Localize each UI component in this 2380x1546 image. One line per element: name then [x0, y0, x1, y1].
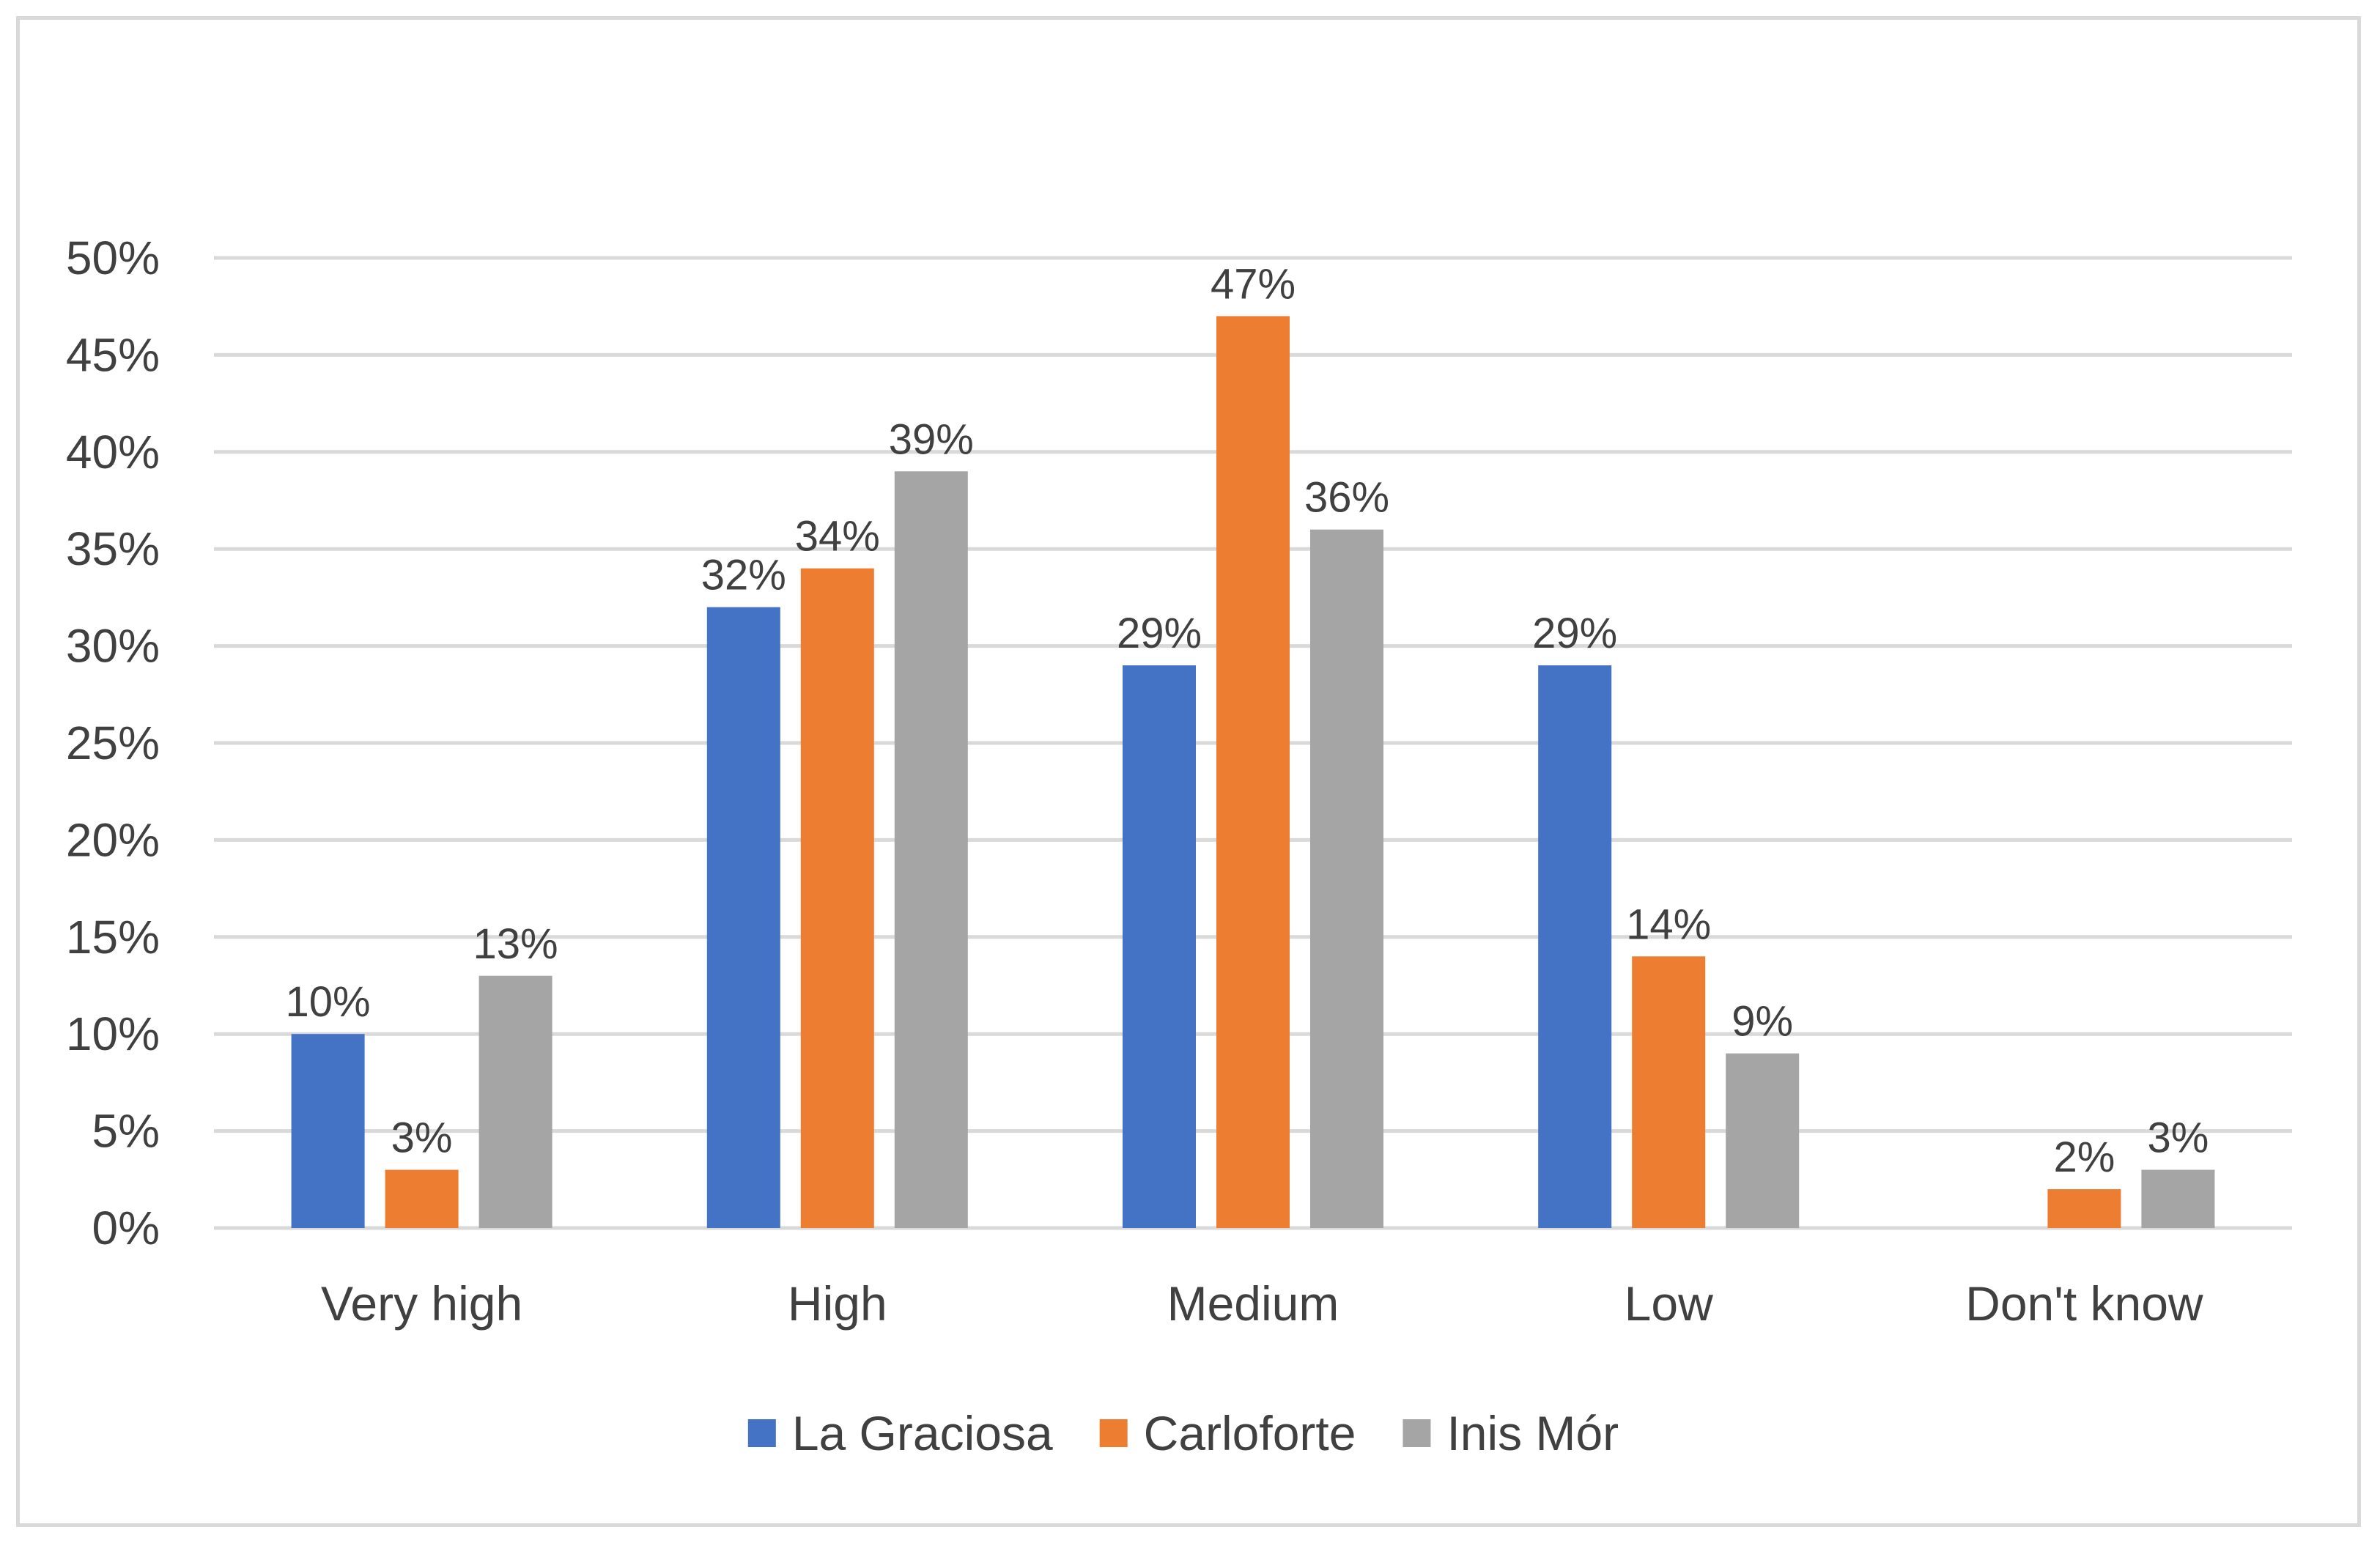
bar-carloforte-don-t-know	[2047, 1189, 2121, 1228]
data-label: 39%	[889, 415, 974, 463]
data-label: 36%	[1304, 474, 1389, 522]
x-axis-category-labels: Very high High Medium Low Don't know	[321, 1276, 2203, 1331]
bars	[291, 316, 2215, 1229]
x-category-label: Don't know	[1965, 1276, 2203, 1331]
bar-carloforte-high	[800, 568, 874, 1228]
legend-swatch-inis-m-r	[1402, 1419, 1431, 1447]
y-tick-label: 30%	[66, 620, 160, 673]
data-label: 29%	[1117, 610, 1202, 657]
legend-label: Carloforte	[1144, 1406, 1356, 1460]
x-category-label: High	[788, 1276, 887, 1331]
bar-inis-m-r-high	[894, 471, 968, 1228]
data-label: 10%	[286, 978, 371, 1026]
y-tick-label: 50%	[66, 232, 160, 284]
bar-inis-m-r-medium	[1310, 529, 1383, 1228]
y-tick-label: 0%	[92, 1202, 160, 1254]
y-tick-label: 10%	[66, 1007, 160, 1060]
y-tick-label: 20%	[66, 813, 160, 866]
data-labels: 10% 3% 13% 32%34% 39% 29% 47% 36% 29% 14% 9% 2% 3%	[286, 260, 2209, 1181]
legend-swatch-la-graciosa	[747, 1419, 776, 1447]
bar-la-graciosa-high	[706, 607, 780, 1228]
legend: La Graciosa Carloforte Inis Mór	[747, 1406, 1619, 1460]
data-label: 3%	[391, 1114, 453, 1162]
data-label: 47%	[1211, 260, 1296, 308]
data-label: 2%	[2053, 1133, 2115, 1181]
y-tick-label: 45%	[66, 328, 160, 381]
y-tick-label: 15%	[66, 911, 160, 964]
data-label: 34%	[795, 513, 880, 561]
data-label: 29%	[1532, 610, 1617, 657]
legend-label: Inis Mór	[1446, 1406, 1619, 1460]
y-axis-tick-labels: 0% 5% 10% 15% 20% 25% 30% 35% 40% 45% 50%	[66, 232, 160, 1254]
data-label: 13%	[473, 920, 558, 968]
y-tick-label: 40%	[66, 426, 160, 478]
bar-carloforte-medium	[1216, 316, 1290, 1229]
bar-carloforte-low	[1632, 956, 1706, 1228]
x-category-label: Medium	[1167, 1276, 1339, 1331]
bar-inis-m-r-very-high	[478, 975, 552, 1228]
y-tick-label: 25%	[66, 717, 160, 769]
bar-inis-m-r-don-t-know	[2141, 1169, 2215, 1228]
y-tick-label: 35%	[66, 522, 160, 575]
bar-la-graciosa-low	[1538, 665, 1612, 1228]
bar-la-graciosa-very-high	[291, 1034, 365, 1228]
data-label: 3%	[2147, 1114, 2209, 1162]
x-category-label: Low	[1625, 1276, 1713, 1331]
data-label: 32%	[701, 552, 786, 599]
bar-inis-m-r-low	[1726, 1053, 1800, 1228]
x-category-label: Very high	[321, 1276, 522, 1331]
legend-label: La Graciosa	[792, 1406, 1053, 1460]
bar-carloforte-very-high	[385, 1169, 459, 1228]
legend-swatch-carloforte	[1099, 1419, 1128, 1447]
data-label: 14%	[1626, 900, 1711, 948]
bar-la-graciosa-medium	[1123, 665, 1196, 1228]
data-label: 9%	[1732, 998, 1793, 1046]
y-tick-label: 5%	[92, 1105, 160, 1158]
